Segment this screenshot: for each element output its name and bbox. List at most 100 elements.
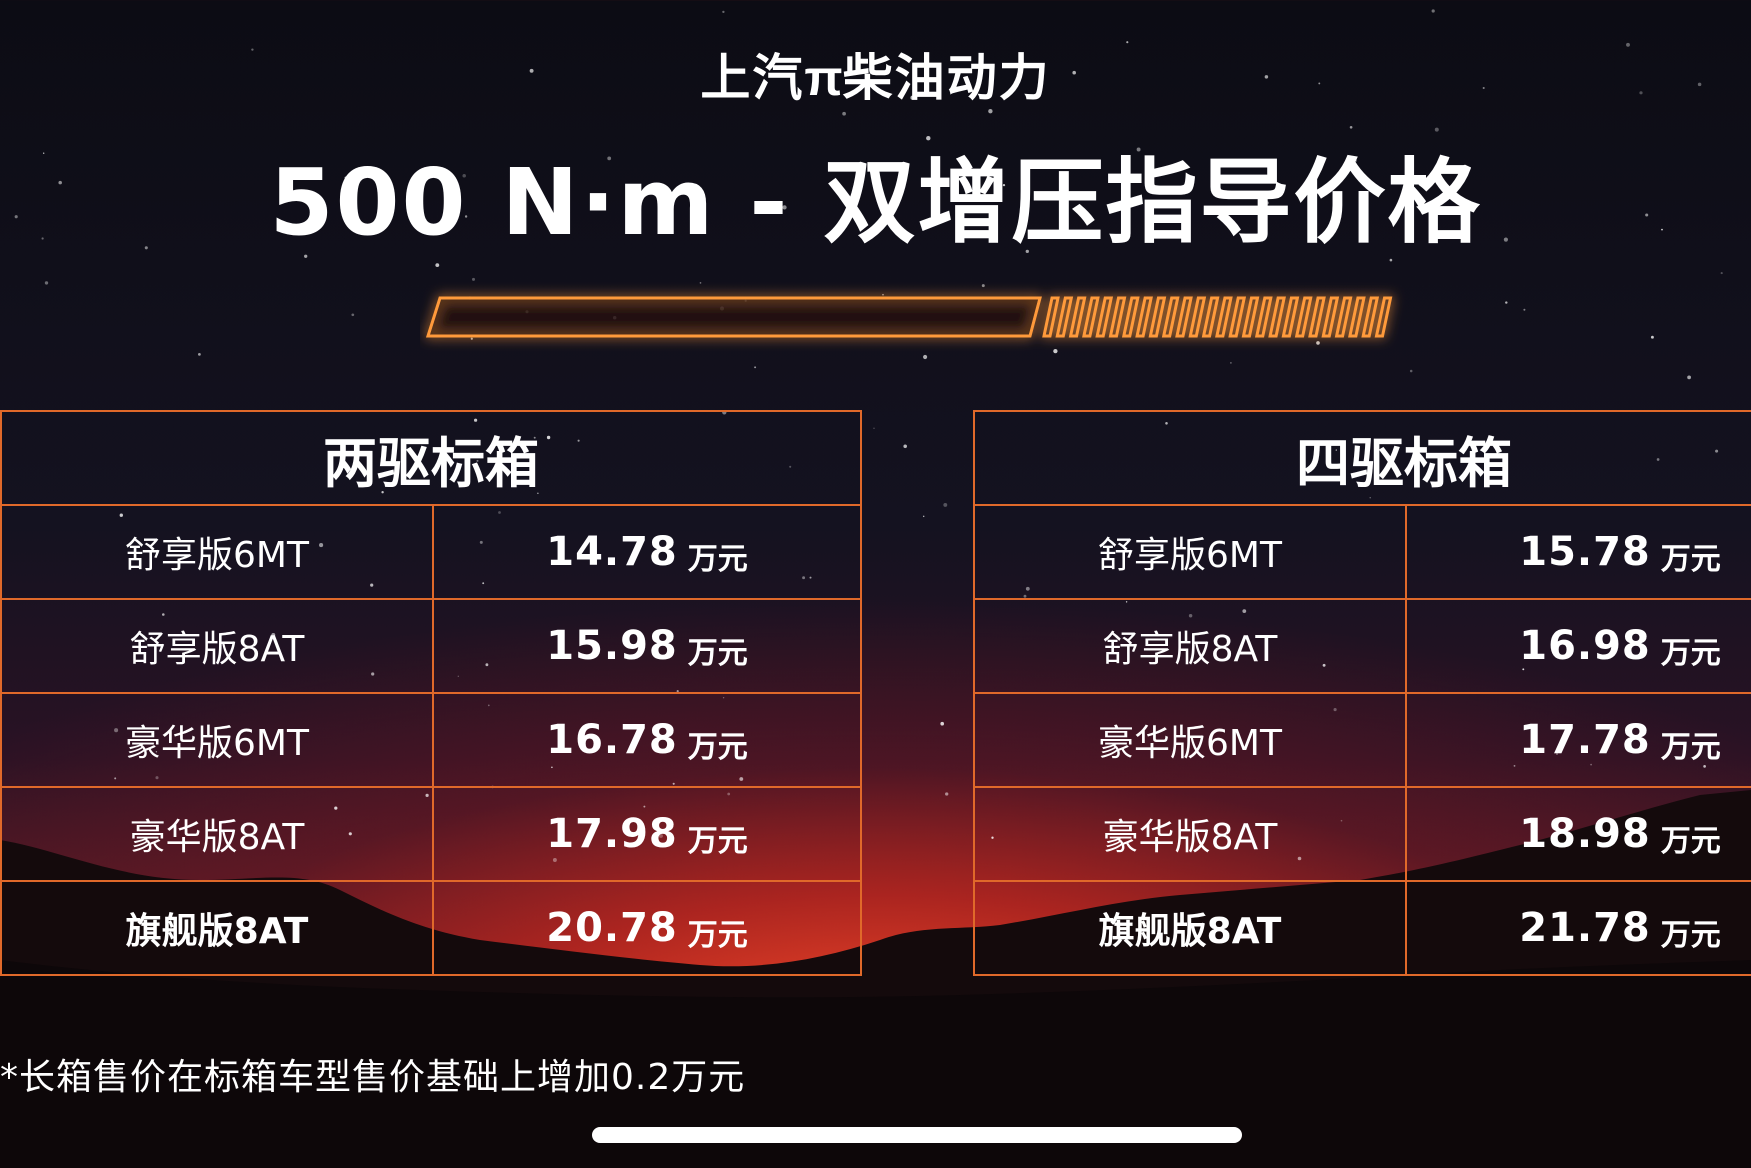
- star: [882, 293, 884, 296]
- page-title: 500 N·m - 双增压指导价格: [269, 149, 1482, 256]
- star: [41, 237, 44, 240]
- star: [842, 111, 846, 116]
- torque-tick: [1121, 296, 1140, 338]
- home-indicator[interactable]: [592, 1127, 1242, 1143]
- star: [43, 152, 45, 154]
- price-cell: 15.78 万元: [1405, 504, 1751, 600]
- star: [943, 502, 948, 507]
- torque-tick: [1135, 296, 1153, 338]
- star: [1697, 82, 1702, 87]
- star: [1126, 41, 1129, 44]
- star: [945, 792, 949, 796]
- star: [1626, 42, 1630, 47]
- star: [1349, 125, 1353, 129]
- star: [903, 444, 907, 449]
- trim-name: 旗舰版8AT: [0, 880, 434, 976]
- torque-tick: [1228, 296, 1247, 338]
- star: [988, 109, 993, 114]
- star: [1002, 184, 1006, 187]
- star: [1025, 249, 1029, 254]
- star: [1409, 369, 1413, 373]
- trim-name: 豪华版6MT: [973, 692, 1407, 788]
- trim-name: 豪华版6MT: [0, 692, 434, 788]
- star: [1650, 335, 1654, 339]
- star: [1136, 147, 1141, 152]
- star: [144, 246, 148, 250]
- star: [1645, 213, 1649, 217]
- star: [1431, 9, 1435, 13]
- price-unit: 万元: [1660, 918, 1721, 953]
- price-unit: 万元: [687, 918, 748, 953]
- star: [1354, 159, 1358, 162]
- table-row: 旗舰版8AT 20.78 万元: [0, 880, 862, 976]
- price-table-2wd: 两驱标箱 舒享版6MT 14.78 万元 舒享版8AT 15.98 万元 豪华版6MT 16.…: [0, 410, 862, 976]
- price-unit: 万元: [687, 542, 748, 577]
- torque-tick: [1294, 296, 1313, 338]
- price-value: 16.78: [546, 717, 678, 763]
- torque-tick: [1321, 296, 1340, 338]
- star: [1523, 308, 1526, 311]
- price-cell: 16.98 万元: [1405, 598, 1751, 694]
- table-row: 旗舰版8AT 21.78 万元: [973, 880, 1751, 976]
- star: [754, 366, 757, 369]
- trim-name: 舒享版6MT: [973, 504, 1407, 600]
- star: [251, 48, 254, 51]
- star: [940, 721, 945, 726]
- torque-tick: [1254, 296, 1273, 338]
- star: [1053, 348, 1058, 354]
- star: [1318, 82, 1321, 85]
- trim-name: 舒享版8AT: [0, 598, 434, 694]
- trim-name: 豪华版8AT: [973, 786, 1407, 882]
- price-cell: 15.98 万元: [432, 598, 862, 694]
- star: [44, 281, 49, 285]
- star: [722, 10, 725, 14]
- star: [1230, 362, 1232, 364]
- torque-tick: [1188, 296, 1207, 338]
- brand-header: 上汽π 柴油动力: [0, 38, 1751, 110]
- brand-text: 上汽: [700, 49, 805, 107]
- torque-tick: [1308, 296, 1326, 338]
- trim-name: 旗舰版8AT: [973, 880, 1407, 976]
- star: [1505, 301, 1508, 304]
- price-table-4wd: 四驱标箱 舒享版6MT 15.78 万元 舒享版8AT 16.98 万元 豪华版6MT 17.…: [973, 410, 1751, 976]
- price-cell: 17.78 万元: [1405, 692, 1751, 788]
- star: [198, 353, 201, 356]
- table-row: 豪华版6MT 16.78 万元: [0, 692, 862, 788]
- star: [981, 284, 985, 288]
- table-row: 豪华版8AT 17.98 万元: [0, 786, 862, 882]
- star: [782, 205, 787, 210]
- star: [871, 175, 874, 178]
- star: [1396, 209, 1401, 214]
- trim-name: 豪华版8AT: [0, 786, 434, 882]
- torque-tick: [1108, 296, 1127, 338]
- star: [910, 95, 915, 100]
- price-value: 20.78: [546, 905, 678, 951]
- torque-tick: [1241, 296, 1260, 338]
- star: [529, 68, 534, 73]
- price-cell: 18.98 万元: [1405, 786, 1751, 882]
- torque-tick: [1281, 296, 1300, 338]
- star: [1503, 237, 1508, 242]
- torque-tick: [1374, 296, 1393, 338]
- price-value: 17.78: [1519, 717, 1651, 763]
- pi-logo-icon: π: [804, 50, 842, 106]
- price-unit: 万元: [687, 636, 748, 671]
- star: [865, 90, 868, 92]
- star: [14, 215, 18, 219]
- table-row: 舒享版8AT 15.98 万元: [0, 598, 862, 694]
- torque-tick: [1268, 296, 1286, 338]
- price-unit: 万元: [1660, 542, 1721, 577]
- star: [1264, 75, 1269, 79]
- table-header-2wd: 两驱标箱: [0, 410, 862, 506]
- star: [344, 176, 348, 179]
- star: [1092, 231, 1095, 233]
- star: [1434, 127, 1439, 132]
- star: [699, 282, 702, 284]
- price-cell: 21.78 万元: [1405, 880, 1751, 976]
- star: [873, 427, 875, 429]
- star: [304, 254, 308, 258]
- price-value: 15.78: [1519, 529, 1651, 575]
- price-value: 15.98: [546, 623, 678, 669]
- torque-tick: [1201, 296, 1220, 338]
- price-value: 14.78: [546, 529, 678, 575]
